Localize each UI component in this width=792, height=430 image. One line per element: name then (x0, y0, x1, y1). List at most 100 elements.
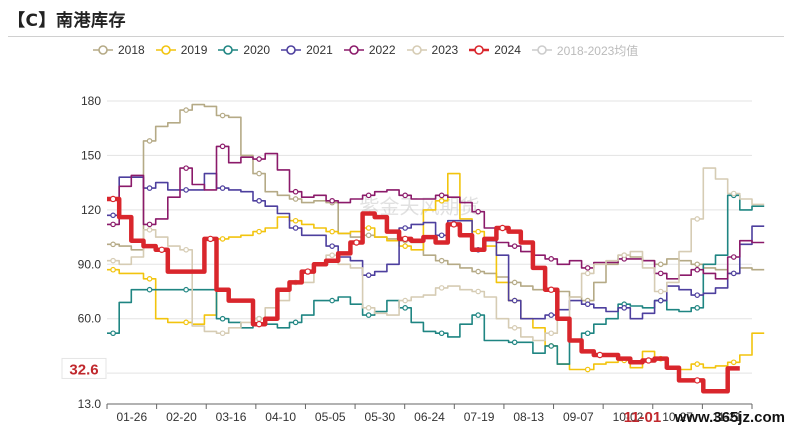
y-tick-label: 180 (81, 94, 101, 108)
data-point (110, 266, 116, 273)
data-point (584, 330, 591, 337)
data-point (584, 265, 591, 271)
data-point (292, 319, 299, 326)
data-point (657, 270, 664, 277)
legend-item-2018[interactable]: 2018 (92, 43, 145, 57)
data-point (219, 315, 226, 322)
data-point (730, 190, 737, 197)
data-point (548, 256, 554, 262)
data-point (329, 297, 335, 304)
data-point (657, 288, 664, 295)
data-point (110, 330, 116, 337)
data-point (292, 188, 299, 195)
legend-item-2021[interactable]: 2021 (280, 43, 333, 57)
data-point (146, 276, 153, 282)
data-point (511, 279, 518, 286)
data-point (256, 315, 262, 322)
site-text: www.365jz.com (674, 409, 785, 426)
last-value-badge: 32.6 (69, 361, 98, 378)
data-point (438, 192, 445, 199)
data-point (292, 196, 299, 202)
x-tick-label: 08-13 (513, 410, 544, 424)
x-tick-label: 09-07 (563, 410, 594, 424)
x-tick-label: 02-20 (166, 410, 197, 424)
x-tick-label: 01-26 (116, 410, 147, 424)
legend-label: 2019 (180, 43, 208, 57)
data-point (365, 192, 372, 199)
series-line-2019 (107, 172, 765, 371)
data-point (475, 228, 481, 235)
data-point (183, 246, 189, 253)
data-point (219, 143, 226, 150)
data-point (584, 270, 591, 277)
data-point (365, 225, 372, 231)
data-point (438, 285, 445, 291)
data-point (219, 112, 226, 119)
data-point (657, 261, 664, 268)
data-point (329, 228, 335, 235)
data-point (365, 312, 372, 318)
data-point (256, 156, 262, 162)
data-point (292, 217, 299, 224)
legend-item-2024[interactable]: 2024 (468, 43, 521, 57)
legend-item-2019[interactable]: 2019 (155, 43, 208, 57)
legend-line-circle-icon (218, 45, 239, 55)
data-point (438, 330, 445, 337)
data-point (548, 330, 554, 337)
data-point (499, 224, 506, 232)
data-point (256, 170, 262, 177)
data-point (621, 252, 628, 259)
chart-title: 【C】南港库存 (8, 11, 126, 31)
legend-label: 2024 (494, 43, 521, 57)
data-point (183, 286, 189, 293)
series-2024 (107, 195, 740, 394)
x-tick-label: 03-16 (216, 410, 247, 424)
data-point (694, 261, 701, 268)
data-point (402, 297, 408, 304)
data-point (596, 351, 604, 359)
x-tick-label: 06-24 (414, 410, 445, 424)
data-point (256, 197, 262, 204)
legend-item-2022[interactable]: 2022 (343, 43, 396, 57)
data-point (304, 268, 312, 275)
legend-line-circle-icon (343, 45, 364, 55)
data-point (402, 225, 408, 231)
data-point (438, 257, 445, 264)
data-point (365, 232, 372, 239)
data-point (146, 185, 153, 191)
data-point (219, 185, 226, 191)
data-point (365, 272, 372, 278)
legend-item-2023[interactable]: 2023 (406, 43, 458, 57)
y-tick-label: 150 (81, 148, 101, 162)
legend-label: 2018-2023均值 (556, 43, 639, 58)
data-point (694, 377, 701, 384)
data-point (146, 227, 153, 233)
series-2020 (107, 192, 765, 365)
data-point (110, 212, 116, 219)
data-point (694, 266, 701, 273)
x-tick-label: 07-19 (464, 410, 495, 424)
data-point (146, 286, 153, 293)
x-tick-label: 05-30 (365, 410, 396, 424)
data-point (621, 305, 628, 311)
legend-line-circle-icon (281, 45, 302, 55)
data-point (402, 192, 408, 199)
data-point (584, 366, 591, 373)
data-point (475, 288, 481, 295)
last-value-badge-box (61, 357, 107, 379)
legend-item-2018-2023-[interactable]: 2018-2023均值 (531, 42, 638, 59)
series-line-2024 (107, 196, 740, 394)
data-point (730, 270, 737, 277)
legend-item-2020[interactable]: 2020 (217, 43, 270, 57)
x-tick-label: 05-05 (315, 410, 346, 424)
data-point (183, 187, 189, 193)
legend-line-circle-icon (155, 45, 176, 55)
data-point (694, 292, 701, 298)
series-line-2020 (107, 194, 765, 365)
data-point (255, 320, 263, 328)
data-point (450, 221, 458, 228)
data-point (730, 359, 737, 366)
data-point (110, 221, 116, 228)
series-line-2023 (107, 167, 765, 342)
